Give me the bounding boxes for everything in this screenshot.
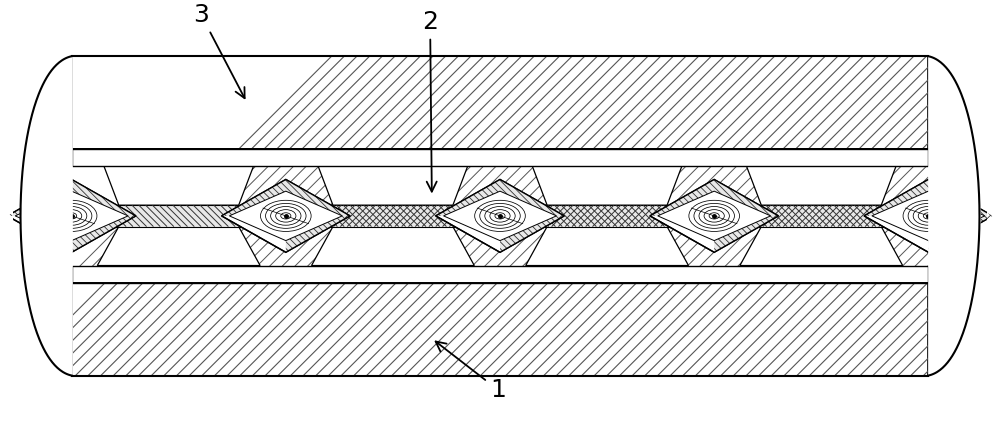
Polygon shape	[864, 179, 993, 252]
Polygon shape	[444, 191, 556, 241]
Bar	[72, 205, 928, 227]
Polygon shape	[436, 179, 564, 252]
Text: 3: 3	[193, 3, 245, 98]
Polygon shape	[7, 179, 136, 252]
Polygon shape	[97, 227, 260, 265]
FancyBboxPatch shape	[72, 56, 928, 149]
Text: 2: 2	[422, 10, 438, 192]
Polygon shape	[658, 191, 771, 241]
Polygon shape	[526, 149, 688, 205]
Polygon shape	[436, 179, 564, 252]
Polygon shape	[872, 191, 985, 241]
Polygon shape	[312, 149, 474, 205]
Polygon shape	[650, 179, 778, 252]
Polygon shape	[650, 179, 778, 252]
Polygon shape	[97, 149, 260, 205]
Polygon shape	[526, 227, 688, 265]
Polygon shape	[864, 179, 993, 252]
Polygon shape	[222, 179, 350, 252]
Polygon shape	[312, 227, 474, 265]
Polygon shape	[740, 227, 903, 265]
Polygon shape	[15, 191, 128, 241]
Polygon shape	[222, 179, 350, 252]
Bar	[72, 265, 928, 283]
FancyBboxPatch shape	[72, 283, 928, 376]
Bar	[72, 149, 928, 283]
Polygon shape	[229, 191, 342, 241]
Polygon shape	[740, 149, 903, 205]
Polygon shape	[7, 179, 136, 252]
Bar	[72, 149, 928, 166]
Text: 1: 1	[436, 341, 506, 402]
